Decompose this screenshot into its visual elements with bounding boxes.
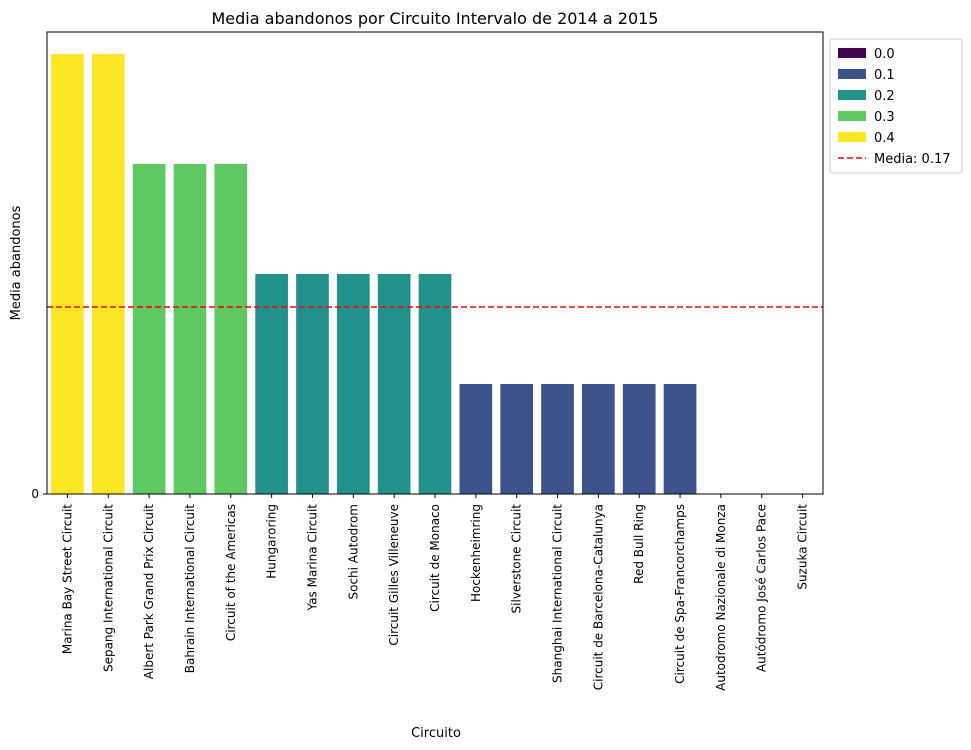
legend: 0.0 0.1 0.2 0.3 0.4 Media: 0.17 xyxy=(829,38,963,174)
legend-mean-label: Media: 0.17 xyxy=(874,152,951,167)
bar xyxy=(377,274,411,494)
x-tick-label: Hockenheimring xyxy=(469,504,483,602)
x-tick-label: Circuit de Monaco xyxy=(428,504,442,612)
y-axis-ticks: 0 xyxy=(31,487,47,501)
bar xyxy=(418,274,452,494)
x-tick-label: Albert Park Grand Prix Circuit xyxy=(142,504,156,679)
bar xyxy=(541,384,574,494)
bar xyxy=(296,274,329,494)
y-axis-label: Media abandonos xyxy=(9,205,24,320)
bars-group xyxy=(51,54,697,494)
x-axis-ticks: Marina Bay Street Circuit Sepang Internat… xyxy=(60,494,810,691)
legend-label: 0.2 xyxy=(874,89,895,104)
x-tick-label: Hungaroring xyxy=(265,504,279,579)
bar xyxy=(663,384,697,494)
x-tick-label: Circuit de Spa-Francorchamps xyxy=(673,504,687,684)
bar xyxy=(336,274,370,494)
chart-title: Media abandonos por Circuito Intervalo d… xyxy=(212,9,659,28)
legend-swatch xyxy=(838,111,866,121)
x-tick-label: Suzuka Circuit xyxy=(796,504,810,590)
bar xyxy=(132,164,166,494)
legend-swatch xyxy=(838,90,866,100)
legend-swatch xyxy=(838,132,866,142)
x-tick-label: Autodromo Nazionale di Monza xyxy=(714,504,728,691)
legend-label: 0.0 xyxy=(874,47,895,62)
bar xyxy=(91,54,125,494)
x-tick-label: Shanghai International Circuit xyxy=(551,504,565,683)
x-tick-label: Sepang International Circuit xyxy=(101,504,115,672)
bar xyxy=(622,384,656,494)
bar xyxy=(582,384,615,494)
x-tick-label: Yas Marina Circuit xyxy=(305,504,319,612)
x-tick-label: Marina Bay Street Circuit xyxy=(60,504,74,654)
legend-label: 0.3 xyxy=(874,110,895,125)
x-axis-label: Circuito xyxy=(411,726,461,741)
bar xyxy=(173,164,207,494)
legend-label: 0.1 xyxy=(874,68,895,83)
x-tick-label: Circuit Gilles Villeneuve xyxy=(387,504,401,646)
bar xyxy=(255,274,288,494)
bar xyxy=(51,54,84,494)
legend-swatch xyxy=(838,48,866,58)
bar xyxy=(500,384,534,494)
x-tick-label: Sochi Autodrom xyxy=(346,504,360,600)
bar xyxy=(459,384,493,494)
y-tick-label: 0 xyxy=(31,487,39,501)
x-tick-label: Red Bull Ring xyxy=(632,504,646,584)
x-tick-label: Circuit of the Americas xyxy=(224,504,238,641)
bar xyxy=(214,164,248,494)
legend-swatch xyxy=(838,69,866,79)
legend-label: 0.4 xyxy=(874,131,895,146)
x-tick-label: Silverstone Circuit xyxy=(510,504,524,614)
x-tick-label: Bahrain International Circuit xyxy=(183,504,197,674)
x-tick-label: Circuit de Barcelona-Catalunya xyxy=(591,504,605,690)
x-tick-label: Autódromo José Carlos Pace xyxy=(755,504,769,672)
